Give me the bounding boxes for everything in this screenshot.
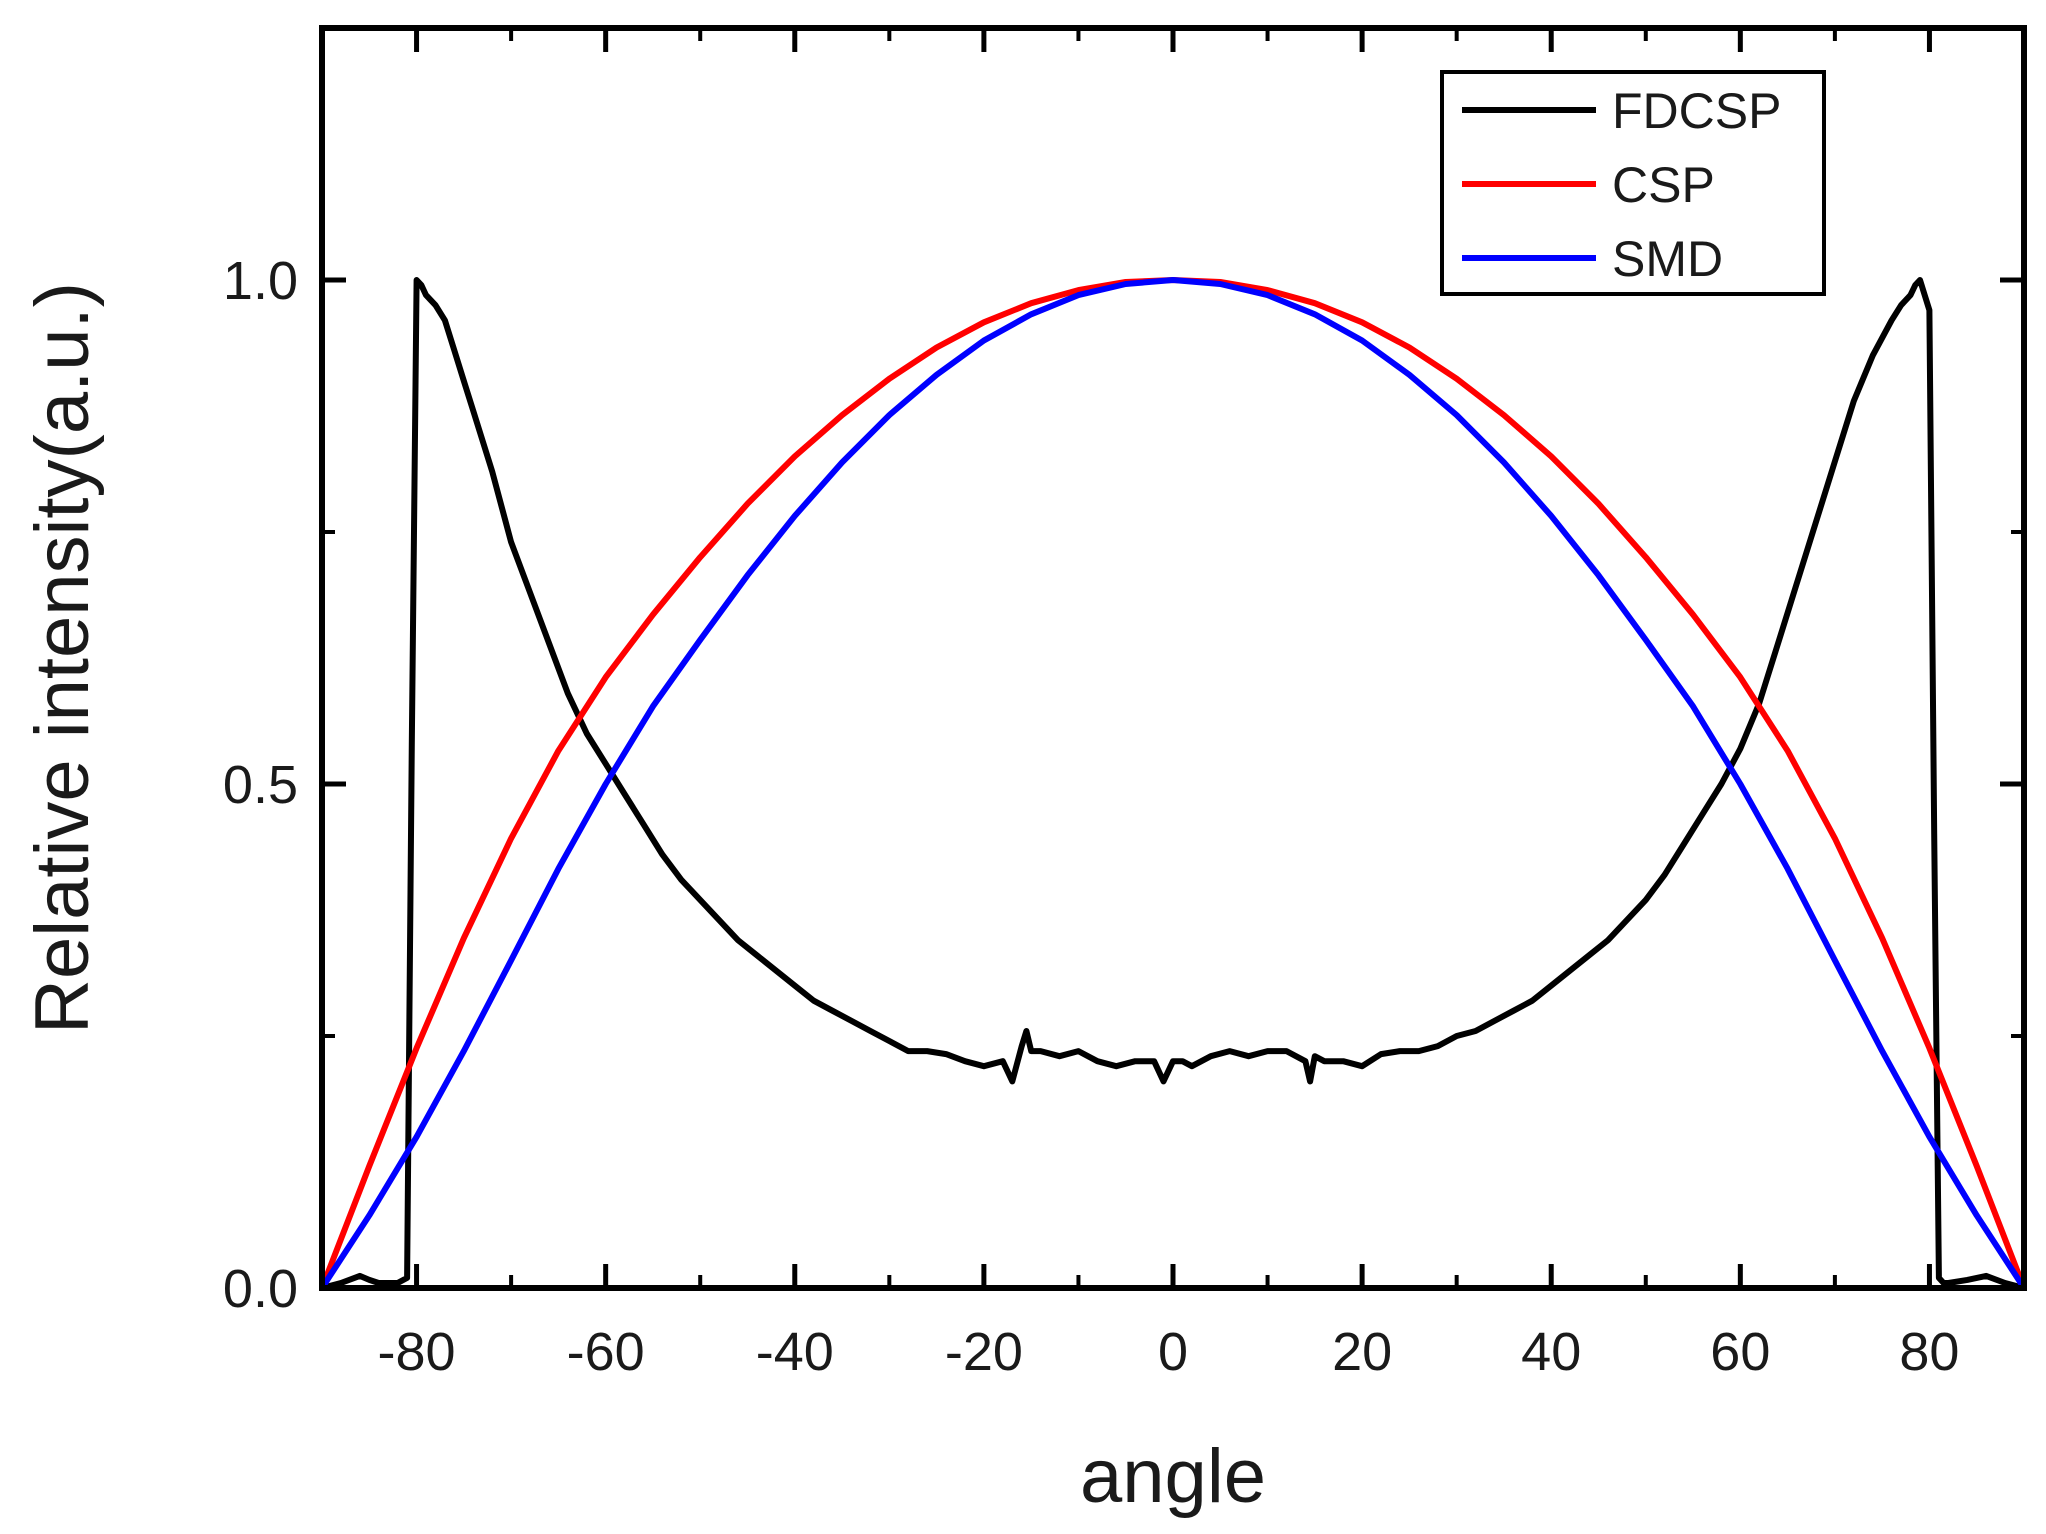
x-tick-label: -80 xyxy=(378,1322,456,1382)
x-tick-label: -40 xyxy=(756,1322,834,1382)
legend-label-csp: CSP xyxy=(1612,157,1715,213)
legend-label-smd: SMD xyxy=(1612,231,1723,287)
x-tick-label: 40 xyxy=(1521,1322,1581,1382)
x-tick-label: -20 xyxy=(945,1322,1023,1382)
x-tick-labels: -80 -60 -40 -20 0 20 40 60 80 xyxy=(378,1322,1960,1382)
series-line-smd xyxy=(319,277,2027,1291)
x-tick-label: 80 xyxy=(1899,1322,1959,1382)
series-line-fdcsp xyxy=(319,277,2027,1291)
legend-label-fdcsp: FDCSP xyxy=(1612,83,1781,139)
x-axis-label: angle xyxy=(1080,1434,1266,1519)
y-tick-label: 1.0 xyxy=(223,251,298,311)
y-tick-labels: 0.0 0.5 1.0 xyxy=(223,251,298,1319)
x-tick-label: 20 xyxy=(1332,1322,1392,1382)
x-tick-label: -60 xyxy=(567,1322,645,1382)
y-axis-label: Relative intensity(a.u.) xyxy=(20,282,105,1034)
y-tick-label: 0.5 xyxy=(223,755,298,815)
legend: FDCSP CSP SMD xyxy=(1440,70,1826,296)
plot-frame xyxy=(319,25,2027,1291)
x-tick-label: 60 xyxy=(1710,1322,1770,1382)
y-tick-label: 0.0 xyxy=(223,1259,298,1319)
x-tick-label: 0 xyxy=(1158,1322,1188,1382)
series-layer xyxy=(319,277,2027,1291)
